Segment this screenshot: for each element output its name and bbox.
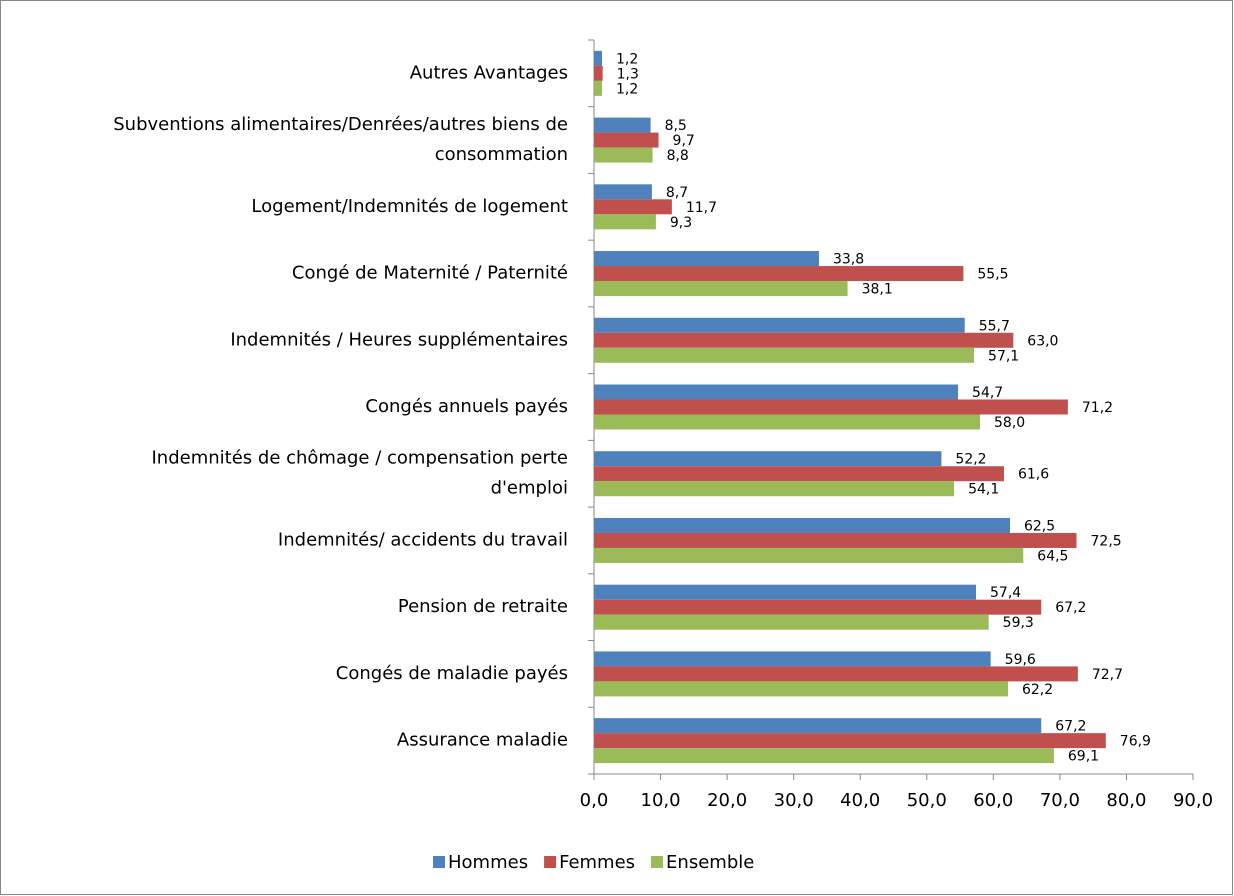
value-label: 62,2 (1022, 682, 1053, 698)
value-label: 54,1 (968, 482, 999, 498)
value-label: 76,9 (1120, 734, 1151, 750)
y-tick-label: Congé de Maternité / Paternité (292, 263, 568, 284)
x-tick-label: 80,0 (1106, 790, 1146, 811)
bar (594, 65, 603, 81)
x-tick-label: 40,0 (840, 790, 880, 811)
x-tick-label: 20,0 (707, 790, 747, 811)
y-tick-label: Congés de maladie payés (336, 663, 568, 684)
value-label: 59,3 (1003, 615, 1034, 631)
bar (594, 681, 1008, 697)
value-label: 72,5 (1091, 533, 1122, 549)
legend-swatch (544, 856, 557, 868)
bar (594, 214, 656, 230)
value-label: 57,4 (990, 585, 1021, 601)
y-tick-label: Indemnités / Heures supplémentaires (230, 329, 568, 350)
bar (594, 266, 964, 282)
bar (594, 399, 1068, 415)
value-label: 54,7 (972, 385, 1003, 401)
bar (594, 50, 602, 66)
bar (594, 332, 1014, 348)
value-label: 1,3 (617, 66, 639, 82)
value-label: 9,7 (673, 133, 695, 149)
y-tick-label: Subventions alimentaires/Denrées/autres … (113, 114, 568, 165)
value-label: 8,8 (667, 148, 689, 164)
value-label: 69,1 (1068, 749, 1099, 765)
value-label: 55,5 (977, 267, 1008, 283)
value-label: 63,0 (1027, 333, 1058, 349)
value-label: 62,5 (1024, 518, 1055, 534)
y-tick-label: Assurance maladie (397, 730, 568, 751)
value-label: 72,7 (1092, 667, 1123, 683)
bar (594, 532, 1077, 548)
bar (594, 547, 1024, 563)
value-label: 58,0 (994, 415, 1025, 431)
value-label: 1,2 (616, 81, 638, 97)
value-label: 67,2 (1055, 719, 1086, 735)
bar (594, 748, 1054, 764)
x-tick-label: 30,0 (774, 790, 814, 811)
value-label: 33,8 (833, 252, 864, 268)
bar (594, 481, 955, 497)
y-tick-label: Congés annuels payés (365, 396, 568, 417)
bar (594, 718, 1042, 734)
x-tick-label: 0,0 (580, 790, 609, 811)
bar (594, 517, 1010, 533)
y-tick-label: Autres Avantages (410, 62, 568, 83)
bar (594, 614, 989, 630)
y-tick-label: Logement/Indemnités de logement (251, 196, 568, 217)
bar (594, 666, 1078, 682)
bar (594, 132, 659, 148)
y-tick-label: Pension de retraite (398, 596, 568, 617)
x-tick-label: 90,0 (1173, 790, 1213, 811)
bar (594, 117, 651, 133)
y-tick-label: Indemnités de chômage / compensation per… (152, 448, 569, 499)
bar (594, 466, 1004, 482)
x-tick-label: 60,0 (973, 790, 1013, 811)
value-label: 9,3 (670, 215, 692, 231)
value-label: 52,2 (955, 452, 986, 468)
value-label: 11,7 (686, 200, 717, 216)
bar (594, 651, 991, 667)
x-tick-label: 10,0 (641, 790, 681, 811)
value-label: 71,2 (1082, 400, 1113, 416)
legend-swatch (651, 856, 664, 868)
value-label: 57,1 (988, 348, 1019, 364)
legend-label: Femmes (559, 852, 635, 873)
bar (594, 184, 652, 200)
value-label: 1,2 (616, 51, 638, 67)
bar (594, 147, 653, 163)
bar (594, 251, 819, 267)
legend-swatch (433, 856, 445, 868)
legend-label: Hommes (448, 852, 528, 873)
bar (594, 599, 1042, 615)
x-tick-label: 50,0 (907, 790, 947, 811)
bar (594, 281, 848, 297)
value-label: 64,5 (1037, 548, 1068, 564)
value-label: 8,5 (665, 118, 687, 134)
bar (594, 347, 975, 363)
value-label: 67,2 (1055, 600, 1086, 616)
bar (594, 414, 981, 430)
value-label: 8,7 (666, 185, 688, 201)
x-tick-label: 70,0 (1040, 790, 1080, 811)
bar (594, 584, 977, 600)
legend-label: Ensemble (666, 852, 754, 873)
bar (594, 733, 1106, 749)
value-label: 38,1 (862, 282, 893, 298)
bar (594, 451, 942, 467)
bar (594, 384, 959, 400)
value-label: 59,6 (1005, 652, 1036, 668)
y-tick-label: Indemnités/ accidents du travail (278, 529, 568, 550)
bar (594, 317, 965, 333)
bar (594, 199, 672, 215)
value-label: 55,7 (979, 318, 1010, 334)
value-label: 61,6 (1018, 467, 1049, 483)
bar (594, 80, 602, 96)
